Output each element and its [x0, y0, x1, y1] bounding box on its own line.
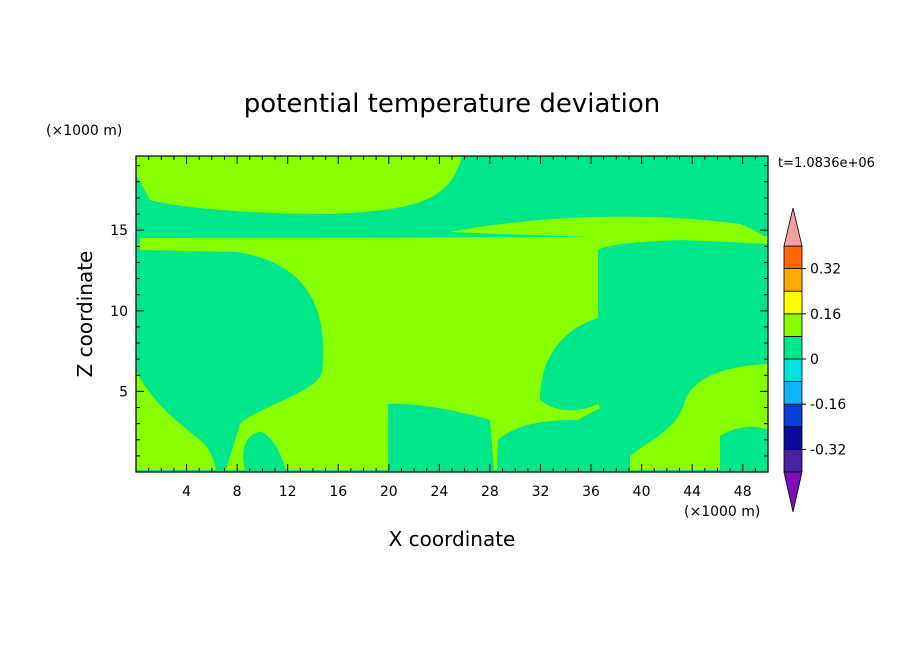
- field-region-positive: [140, 236, 768, 470]
- x-tick-label: 28: [481, 484, 499, 500]
- x-tick-label: 32: [532, 484, 550, 500]
- x-tick-label: 4: [182, 484, 191, 500]
- x-axis-label: X coordinate: [389, 527, 516, 551]
- chart-title: potential temperature deviation: [244, 89, 660, 119]
- y-axis-ticks: 5 10 15: [110, 165, 768, 457]
- x-tick-label: 24: [430, 484, 448, 500]
- field-contours: [136, 156, 768, 470]
- x-tick-label: 20: [380, 484, 398, 500]
- y-tick-label: 5: [119, 384, 128, 400]
- field-region-negative: [720, 426, 768, 470]
- colorbar-under-arrow: [783, 471, 803, 513]
- x-axis-unit: (×1000 m): [684, 504, 760, 520]
- field-region-positive: [450, 216, 768, 244]
- colorbar-bin: [783, 381, 803, 405]
- colorbar-bin: [783, 268, 803, 292]
- x-tick-label: 44: [683, 484, 701, 500]
- colorbar-label: 0.32: [810, 262, 841, 278]
- x-tick-label: 12: [279, 484, 297, 500]
- y-axis-unit: (×1000 m): [46, 123, 122, 139]
- colorbar-bin: [783, 426, 803, 450]
- colorbar-label: -0.32: [810, 442, 846, 458]
- colorbar-label: 0.16: [810, 307, 841, 323]
- colorbar-bin: [783, 290, 803, 315]
- x-tick-label: 16: [329, 484, 347, 500]
- y-tick-label: 15: [110, 223, 128, 239]
- field-region-positive: [136, 156, 462, 214]
- colorbar-label: -0.16: [810, 397, 846, 413]
- colorbar-bin: [783, 448, 803, 473]
- colorbar-bin: [783, 403, 803, 428]
- field-region-negative: [243, 432, 286, 470]
- field-region-negative: [540, 344, 598, 411]
- x-tick-label: 40: [633, 484, 651, 500]
- time-label: t=1.0836e+06: [778, 156, 875, 171]
- colorbar-bin: [783, 358, 803, 383]
- y-axis-label: Z coordinate: [73, 251, 97, 378]
- field-region-negative: [388, 403, 494, 470]
- colorbar-bin: [783, 245, 803, 270]
- colorbar-bin: [783, 313, 803, 337]
- x-tick-label: 8: [233, 484, 242, 500]
- colorbar-bin: [783, 335, 803, 360]
- x-tick-label: 48: [734, 484, 752, 500]
- colorbar-over-arrow: [783, 207, 803, 247]
- y-tick-label: 10: [110, 304, 128, 320]
- field-region-negative: [136, 252, 315, 424]
- field-region-positive: [136, 370, 216, 470]
- colorbar-label: 0: [810, 352, 819, 368]
- colorbar: 0.32 0.16 0 -0.16 -0.32: [783, 207, 846, 513]
- field-region-positive: [138, 244, 548, 247]
- x-axis-ticks: 4 8 12 16 20 24 28 32 36 40 44 48: [148, 156, 756, 500]
- x-tick-label: 36: [582, 484, 600, 500]
